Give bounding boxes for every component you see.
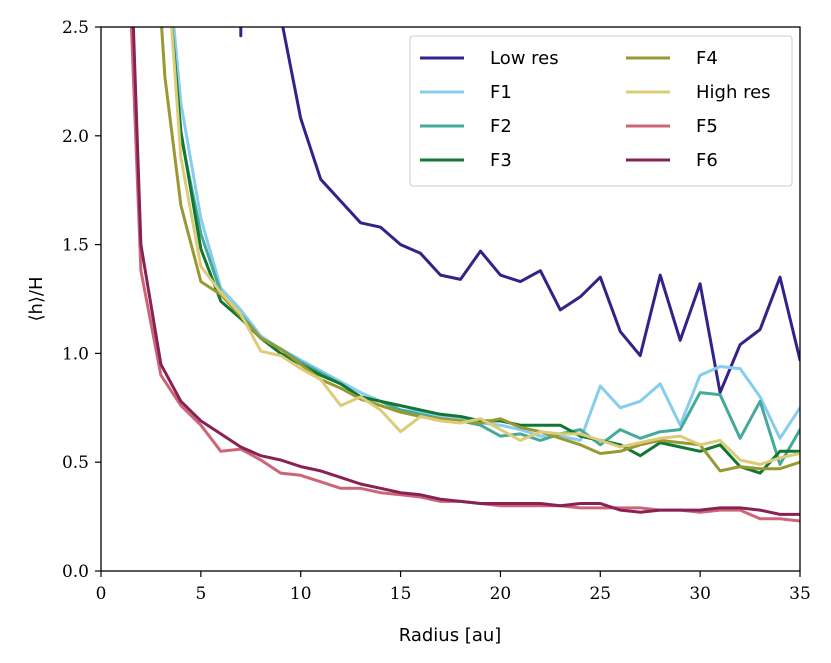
series-line-f6 xyxy=(131,27,800,516)
legend-label: F1 xyxy=(490,82,512,103)
y-axis-label: ⟨h⟩/H xyxy=(26,276,47,321)
x-tick-label: 0 xyxy=(96,584,107,604)
legend-label: F2 xyxy=(490,116,512,137)
series-layer xyxy=(129,27,800,523)
series-line-high-res xyxy=(170,27,800,466)
y-tick-label: 0.0 xyxy=(62,562,89,582)
x-tick-label: 30 xyxy=(689,584,711,604)
x-tick-label: 10 xyxy=(290,584,312,604)
x-axis-label: Radius [au] xyxy=(399,625,502,646)
y-axis: 0.0 0.5 1.0 1.5 2.0 2.5 xyxy=(62,18,101,582)
legend-label: Low res xyxy=(490,48,559,69)
plot-frame xyxy=(100,26,801,572)
x-tick-label: 15 xyxy=(390,584,412,604)
x-tick-label: 35 xyxy=(789,584,811,604)
x-tick-label: 20 xyxy=(490,584,512,604)
legend-label: F3 xyxy=(490,150,512,171)
y-tick-label: 1.5 xyxy=(62,236,89,256)
legend-label: F5 xyxy=(696,116,718,137)
x-tick-label: 5 xyxy=(195,584,206,604)
y-tick-label: 2.0 xyxy=(62,127,89,147)
legend-label: High res xyxy=(696,82,771,103)
y-tick-label: 0.5 xyxy=(62,453,89,473)
x-axis: 0 5 10 15 20 25 30 35 xyxy=(96,571,811,604)
legend-label: F6 xyxy=(696,150,718,171)
y-tick-label: 2.5 xyxy=(62,18,89,38)
legend-box xyxy=(409,35,793,187)
x-tick-label: 25 xyxy=(589,584,611,604)
y-tick-label: 1.0 xyxy=(62,344,89,364)
legend: Low res F1 F2 F3 F4 High res F5 F6 xyxy=(409,35,793,187)
series-line-low-res xyxy=(239,27,800,395)
legend-label: F4 xyxy=(696,48,718,69)
